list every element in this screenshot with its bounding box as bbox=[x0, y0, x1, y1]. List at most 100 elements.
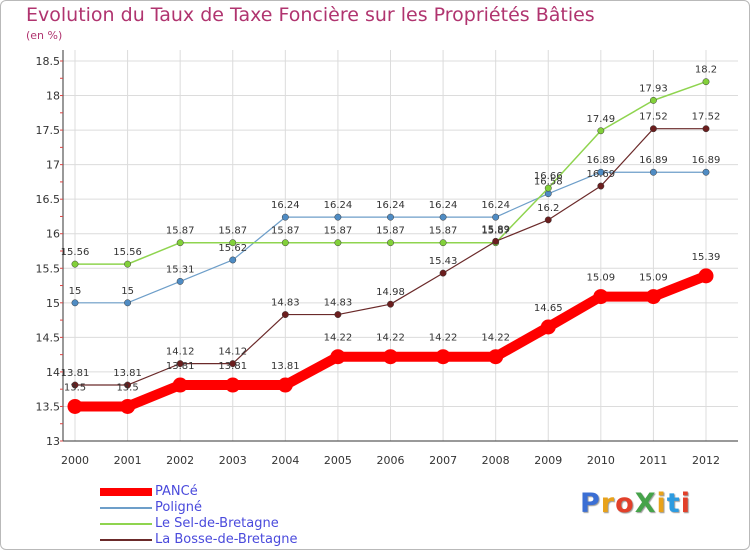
data-point bbox=[435, 349, 451, 365]
data-point bbox=[439, 269, 447, 277]
data-point bbox=[172, 377, 188, 393]
data-label: 14.22 bbox=[481, 333, 510, 344]
data-point bbox=[176, 277, 184, 285]
legend-label: PANCé bbox=[155, 484, 198, 499]
data-point bbox=[439, 239, 447, 247]
grid-lines bbox=[63, 50, 738, 442]
data-label: 18.2 bbox=[695, 65, 717, 76]
data-label: 15.43 bbox=[429, 256, 458, 267]
data-point bbox=[645, 289, 661, 305]
data-label: 15.87 bbox=[429, 226, 458, 237]
y-tick-label: 18.5 bbox=[36, 55, 61, 68]
data-point bbox=[229, 360, 237, 368]
data-label: 16.24 bbox=[376, 200, 405, 211]
data-label: 15.87 bbox=[271, 226, 300, 237]
data-label: 14.83 bbox=[324, 298, 353, 309]
data-label: 14.22 bbox=[376, 333, 405, 344]
data-point bbox=[334, 239, 342, 247]
legend-swatch bbox=[100, 523, 152, 525]
legend-swatch bbox=[100, 539, 152, 541]
data-point bbox=[492, 237, 500, 245]
data-point bbox=[383, 349, 398, 365]
data-label: 17.52 bbox=[639, 112, 668, 123]
data-point bbox=[71, 299, 79, 307]
data-label: 16.69 bbox=[587, 169, 616, 180]
data-point bbox=[702, 125, 710, 133]
data-label: 16.66 bbox=[534, 171, 563, 182]
data-point bbox=[597, 182, 605, 190]
data-point bbox=[649, 96, 657, 104]
data-label: 14.22 bbox=[324, 333, 353, 344]
data-point bbox=[544, 184, 552, 192]
y-tick-label: 14 bbox=[46, 366, 60, 379]
y-tick-label: 13 bbox=[46, 435, 60, 448]
data-label: 15.56 bbox=[61, 247, 90, 258]
chart-subtitle: (en %) bbox=[26, 29, 63, 42]
data-label: 15.62 bbox=[218, 243, 247, 254]
data-point bbox=[124, 260, 132, 268]
data-point bbox=[488, 349, 504, 365]
data-label: 15.09 bbox=[639, 273, 668, 284]
data-label: 15.31 bbox=[166, 264, 195, 275]
data-label: 14.12 bbox=[218, 347, 247, 358]
data-label: 16.89 bbox=[587, 155, 616, 166]
data-label: 13.5 bbox=[64, 382, 86, 393]
x-tick-label: 2002 bbox=[166, 454, 194, 467]
y-tick-label: 15 bbox=[46, 297, 60, 310]
data-label: 15.87 bbox=[376, 226, 405, 237]
x-tick-label: 2011 bbox=[639, 454, 667, 467]
data-point bbox=[71, 260, 79, 268]
logo-letter: P bbox=[580, 488, 601, 519]
legend-swatch bbox=[100, 507, 152, 509]
data-point bbox=[649, 168, 657, 176]
x-tick-label: 2007 bbox=[429, 454, 457, 467]
y-tick-label: 17.5 bbox=[36, 124, 61, 137]
data-point bbox=[176, 239, 184, 247]
data-label: 15 bbox=[69, 286, 82, 297]
data-label: 16.2 bbox=[537, 203, 559, 214]
data-label: 15.56 bbox=[113, 247, 142, 258]
data-label: 14.65 bbox=[534, 303, 563, 314]
data-label: 13.81 bbox=[218, 361, 247, 372]
data-label: 14.98 bbox=[376, 287, 405, 298]
data-point bbox=[597, 127, 605, 135]
data-point bbox=[702, 78, 710, 86]
data-label: 16.89 bbox=[639, 155, 668, 166]
x-tick-label: 2006 bbox=[377, 454, 405, 467]
data-point bbox=[387, 239, 394, 247]
y-tick-label: 15.5 bbox=[36, 262, 61, 275]
y-tick-label: 16 bbox=[46, 228, 60, 241]
x-tick-label: 2001 bbox=[114, 454, 142, 467]
data-point bbox=[387, 300, 394, 308]
chart-title: Evolution du Taux de Taxe Foncière sur l… bbox=[26, 4, 595, 26]
data-point bbox=[597, 168, 605, 176]
data-label: 16.24 bbox=[429, 200, 458, 211]
data-point bbox=[277, 377, 293, 393]
x-tick-label: 2003 bbox=[219, 454, 247, 467]
logo-letter: i bbox=[656, 488, 667, 519]
data-point bbox=[593, 289, 609, 305]
x-tick-label: 2010 bbox=[587, 454, 615, 467]
data-label: 13.81 bbox=[61, 368, 90, 379]
data-label: 17.93 bbox=[639, 83, 668, 94]
data-label: 14.83 bbox=[271, 298, 300, 309]
logo-letter: o bbox=[615, 488, 635, 519]
data-label: 14.12 bbox=[166, 347, 195, 358]
data-point bbox=[124, 299, 132, 307]
y-tick-label: 17 bbox=[46, 159, 60, 172]
legend-label: La Bosse-de-Bretagne bbox=[155, 532, 298, 547]
data-point bbox=[229, 239, 237, 247]
axes: 13 13.5 14 14.5 15 15.5 16 16.5 17 17.5 18 18.5 2000… bbox=[36, 50, 738, 467]
data-point bbox=[540, 319, 556, 335]
data-point bbox=[120, 398, 136, 414]
data-label: 15.87 bbox=[481, 226, 510, 237]
data-label: 16.24 bbox=[271, 200, 300, 211]
x-tick-label: 2012 bbox=[692, 454, 720, 467]
data-point bbox=[702, 168, 710, 176]
data-label: 13.5 bbox=[116, 382, 138, 393]
legend-swatch bbox=[100, 488, 152, 496]
data-label: 15.39 bbox=[692, 252, 721, 263]
data-label: 15.87 bbox=[324, 226, 353, 237]
data-labels: 13.5 13.5 13.81 13.81 13.81 14.22 14.22 14.22 14… bbox=[61, 65, 721, 394]
